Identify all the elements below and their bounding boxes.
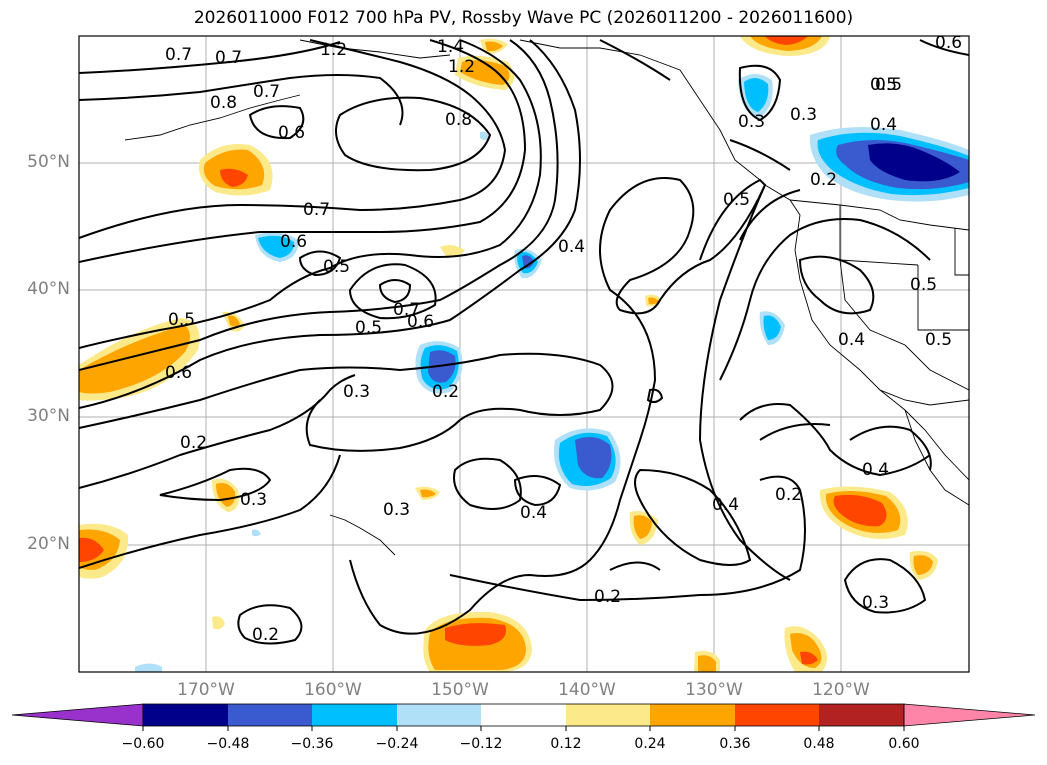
colorbar-segment xyxy=(397,704,481,726)
colorbar-segment xyxy=(481,704,566,726)
contour-label: 0.4 xyxy=(712,495,739,515)
contour-label: 0.6 xyxy=(407,312,434,332)
colorbar xyxy=(11,703,1036,731)
contour-label: 0.4 xyxy=(520,503,547,523)
lat-label: 50°N xyxy=(27,152,70,172)
lon-label: 160°W xyxy=(304,680,362,700)
contour-label: 0.5 xyxy=(875,75,902,95)
contour-label: 0.2 xyxy=(432,382,459,402)
contour-label: 0.7 xyxy=(393,300,420,320)
contour-label: 0.5 xyxy=(323,257,350,277)
contour-label: 0.3 xyxy=(738,112,765,132)
lon-label: 130°W xyxy=(685,680,743,700)
colorbar-segment xyxy=(650,704,735,726)
colorbar-extend-right xyxy=(903,703,1036,727)
negative-anomaly-shading xyxy=(135,74,969,672)
colorbar-tick-label: 0.36 xyxy=(719,736,751,752)
contour-label: 0.7 xyxy=(165,45,192,65)
colorbar-segment xyxy=(143,704,228,726)
lat-label: 20°N xyxy=(27,534,70,554)
contour-label: 1.2 xyxy=(448,57,475,77)
contour-label-group: 0.7 1.2 1.4 1.2 0.8 0.7 0.6 0.8 0.7 0.6 … xyxy=(165,33,962,645)
colorbar-tick-label: 0.24 xyxy=(634,736,666,752)
lon-label: 170°W xyxy=(177,680,235,700)
contour-label: 0.3 xyxy=(790,105,817,125)
contour-label: 0.7 xyxy=(303,200,330,220)
colorbar-tick-label: 0.48 xyxy=(803,736,835,752)
contour-label: 0.2 xyxy=(810,170,837,190)
contour-label: 0.2 xyxy=(775,485,802,505)
contour-label: 0.5 xyxy=(355,318,382,338)
colorbar-segment xyxy=(228,704,312,726)
contour-label: 0.5 xyxy=(723,190,750,210)
colorbar-tick-label: 0.12 xyxy=(550,736,582,752)
contour-label: 0.3 xyxy=(383,500,410,520)
lat-label: 40°N xyxy=(27,279,70,299)
contour-label: 0.6 xyxy=(278,123,305,143)
contour-label: 0.5 xyxy=(168,310,195,330)
contour-label: 0.8 xyxy=(210,93,237,113)
contour-label: 0.7 xyxy=(215,48,242,68)
pv-contours xyxy=(79,39,969,645)
contour-label: 0.8 xyxy=(445,110,472,130)
contour-label: 0.3 xyxy=(862,593,889,613)
contour-label: 1.2 xyxy=(320,40,347,60)
colorbar-extend-left xyxy=(11,703,144,727)
colorbar-segment xyxy=(735,704,819,726)
contour-label: 0.3 xyxy=(343,382,370,402)
contour-label: 0.2 xyxy=(180,433,207,453)
contour-label: 0.6 xyxy=(280,232,307,252)
contour-label: 0.2 xyxy=(252,625,279,645)
colorbar-tick-label: −0.60 xyxy=(121,736,165,752)
contour-label: 0.3 xyxy=(240,490,267,510)
contour-label: 0.6 xyxy=(935,33,962,53)
colorbar-segment xyxy=(819,704,904,726)
contour-label: 0.4 xyxy=(558,237,585,257)
contour-label: 1.4 xyxy=(437,37,464,57)
contour-label: 0.2 xyxy=(594,587,621,607)
colorbar-tick-label: −0.36 xyxy=(290,736,334,752)
colorbar-segment xyxy=(566,704,650,726)
lon-label: 150°W xyxy=(431,680,489,700)
lon-label: 140°W xyxy=(558,680,616,700)
colorbar-segment xyxy=(312,704,397,726)
colorbar-tick-label: −0.24 xyxy=(375,736,419,752)
map-frame xyxy=(78,35,970,673)
contour-label: 0.5 xyxy=(925,330,952,350)
contour-label: 0.4 xyxy=(838,330,865,350)
contour-label: 0.4 xyxy=(870,115,897,135)
map-title: 2026011000 F012 700 hPa PV, Rossby Wave … xyxy=(193,8,854,28)
contour-label: 0.7 xyxy=(253,82,280,102)
contour-label: 0.4 xyxy=(862,460,889,480)
colorbar-tick-label: 0.60 xyxy=(888,736,920,752)
colorbar-tick-label: −0.48 xyxy=(206,736,250,752)
contour-label: 0.5 xyxy=(910,275,937,295)
contour-label: 0.5 xyxy=(870,75,897,95)
colorbar-tick-label: −0.12 xyxy=(459,736,503,752)
lat-label: 30°N xyxy=(27,406,70,426)
lon-label: 120°W xyxy=(812,680,870,700)
contour-label: 0.6 xyxy=(165,363,192,383)
